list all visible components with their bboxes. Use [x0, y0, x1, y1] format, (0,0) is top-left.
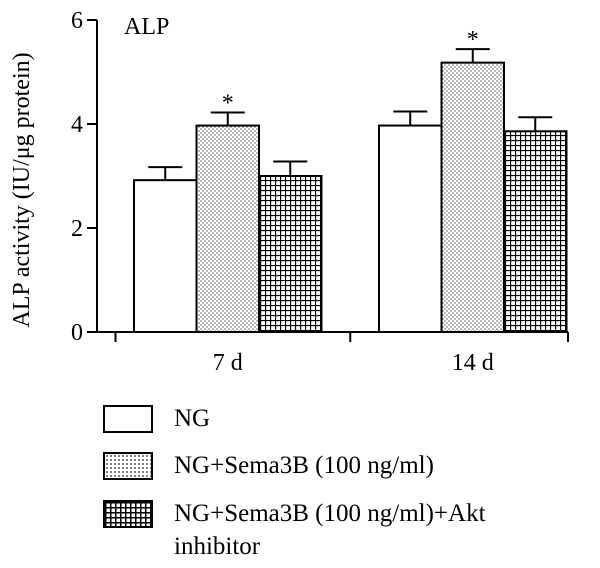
- significance-marker: *: [222, 91, 234, 117]
- legend-swatch-white: [103, 405, 153, 433]
- bar: [133, 179, 198, 333]
- bar: [195, 124, 260, 333]
- x-tick-label: 7 d: [213, 350, 243, 376]
- bar-chart: 0 2 4 6 7 d 14 d * * ALP activity (IU/μg protei…: [9, 8, 569, 376]
- legend-label-akt-line2: inhibitor: [174, 533, 261, 560]
- bar: [503, 130, 568, 333]
- significance-marker: *: [467, 27, 479, 53]
- legend-swatch-dots: [103, 452, 153, 480]
- legend-swatch-grid: [103, 500, 153, 528]
- bar: [258, 175, 323, 333]
- y-tick-label: 6: [71, 8, 83, 34]
- legend-label-ng: NG: [174, 405, 211, 432]
- y-tick-label: 0: [71, 320, 83, 346]
- legend-label-akt-line1: NG+Sema3B (100 ng/ml)+Akt: [174, 500, 486, 527]
- bar: [378, 124, 443, 333]
- labels: 0 2 4 6 7 d 14 d * *: [71, 8, 494, 376]
- y-tick-label: 4: [71, 112, 83, 138]
- panel-label: ALP: [124, 14, 169, 40]
- x-tick-label: 14 d: [452, 350, 494, 376]
- y-tick-label: 2: [71, 216, 83, 242]
- bars: [133, 48, 568, 333]
- legend-label-sema3b: NG+Sema3B (100 ng/ml): [174, 452, 434, 479]
- y-axis-label: ALP activity (IU/μg protein): [9, 52, 35, 327]
- bar: [440, 61, 505, 333]
